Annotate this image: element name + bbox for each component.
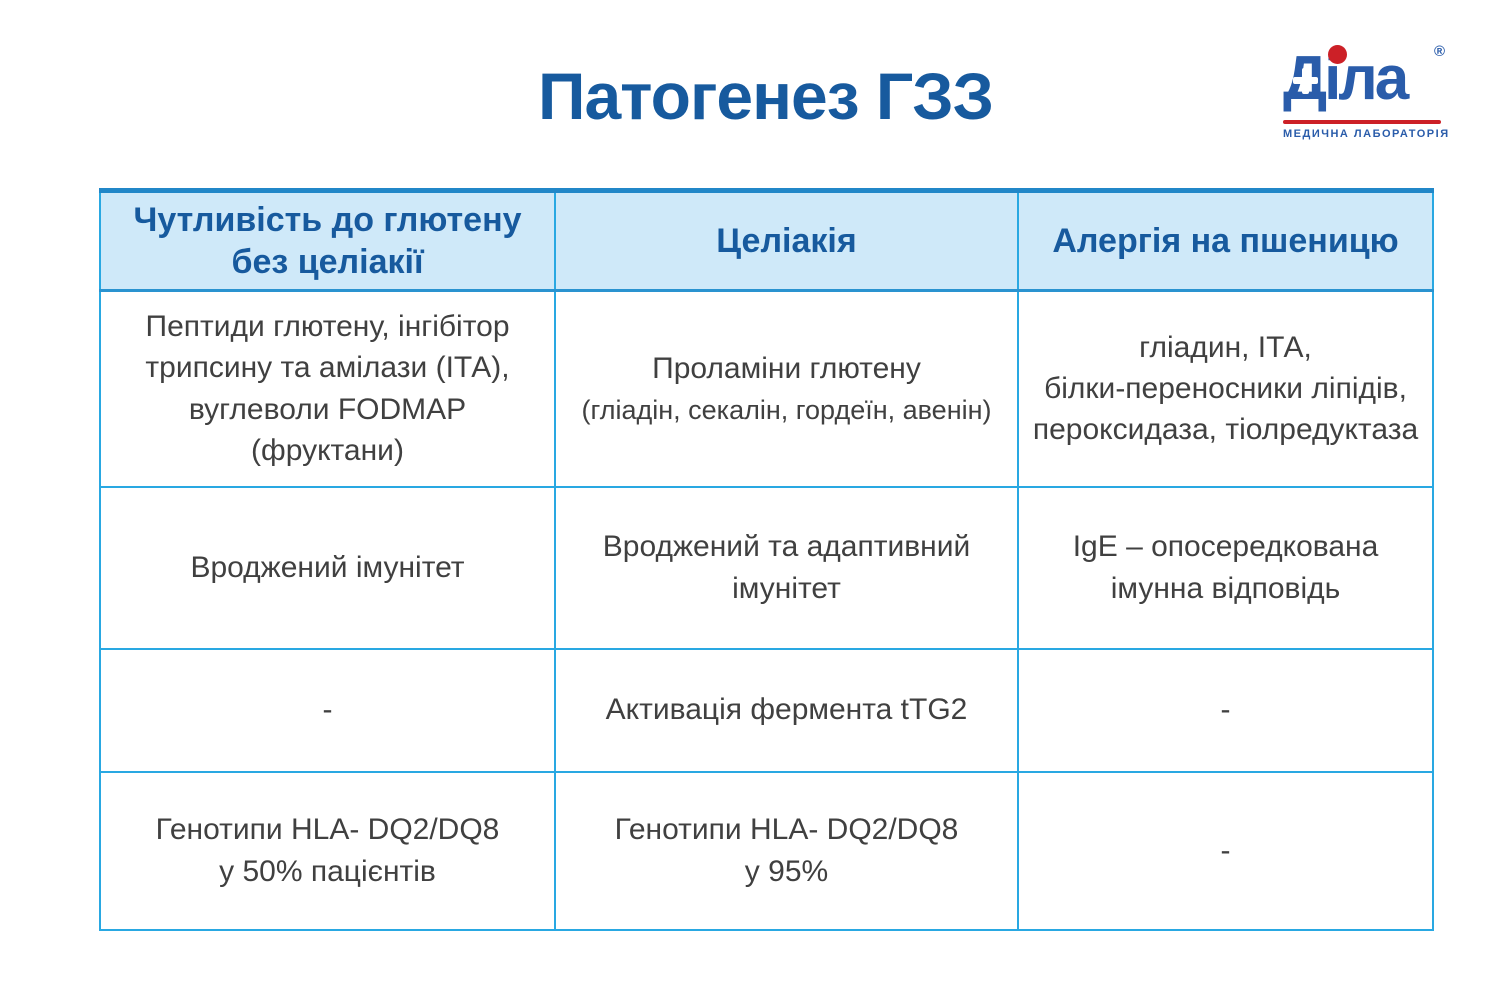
cell-r2-immunity-celiac: Вроджений та адаптивний імунітет [554, 485, 1019, 650]
pathogenesis-table: Чутливість до глютену без целіакії Целіа… [99, 188, 1434, 931]
table-row: Вроджений імунітет Вроджений та адаптивн… [99, 485, 1434, 650]
logo-red-dot-icon [1328, 45, 1347, 64]
cell-r2-immunity-gs: Вроджений імунітет [99, 485, 556, 650]
cell-r3-enzyme-celiac: Активація фермента tTG2 [554, 647, 1019, 773]
cell-r3-enzyme-gs: - [99, 647, 556, 773]
cell-text: IgE – опосередкована імунна відповідь [1072, 530, 1379, 605]
cell-r1-triggers-gs: Пептиди глютену, інгібітор трипсину та а… [99, 289, 556, 488]
cell-r4-genotype-gs: Генотипи HLA- DQ2/DQ8 у 50% пацієнтів [99, 770, 556, 931]
dila-logo: Діла ® МЕДИЧНА ЛАБОРАТОРІЯ [1283, 44, 1450, 140]
logo-red-bar [1283, 120, 1441, 124]
cell-text: гліадин, ІТА, білки-переносники ліпідів,… [1032, 330, 1419, 447]
logo-cross-icon [1293, 77, 1318, 84]
cell-text: Генотипи HLA- DQ2/DQ8 у 95% [614, 813, 959, 888]
header-cell-wheat-allergy: Алергія на пшеницю [1017, 189, 1434, 292]
registered-trademark-icon: ® [1433, 43, 1445, 60]
cell-r1-triggers-allergy: гліадин, ІТА, білки-переносники ліпідів,… [1017, 289, 1434, 488]
table-header-row: Чутливість до глютену без целіакії Целіа… [99, 189, 1434, 292]
cell-r3-enzyme-allergy: - [1017, 647, 1434, 773]
cell-text: Проламіни глютену [652, 352, 921, 386]
cell-text: Пептиди глютену, інгібітор трипсину та а… [145, 309, 510, 468]
header-text: Целіакія [716, 221, 857, 260]
cell-text: - [322, 693, 333, 727]
cell-text: - [1220, 833, 1231, 867]
cell-r1-triggers-celiac: Проламіни глютену (гліадін, секалін, гор… [554, 289, 1019, 488]
header-text: Алергія на пшеницю [1052, 221, 1399, 260]
cell-r4-genotype-allergy: - [1017, 770, 1434, 931]
logo-tagline: МЕДИЧНА ЛАБОРАТОРІЯ [1283, 128, 1450, 140]
cell-text: Активація фермента tTG2 [605, 693, 968, 727]
header-text: Чутливість до глютену без целіакії [133, 200, 522, 282]
cell-r4-genotype-celiac: Генотипи HLA- DQ2/DQ8 у 95% [554, 770, 1019, 931]
logo-wordmark: Діла ® [1283, 44, 1445, 114]
page-title: Патогенез ГЗЗ [538, 59, 994, 133]
header-cell-gluten-sensitivity: Чутливість до глютену без целіакії [99, 189, 556, 292]
table-row: Пептиди глютену, інгібітор трипсину та а… [99, 289, 1434, 488]
cell-r2-immunity-allergy: IgE – опосередкована імунна відповідь [1017, 485, 1434, 650]
table-row: Генотипи HLA- DQ2/DQ8 у 50% пацієнтів Ге… [99, 770, 1434, 931]
cell-subtext: (гліадін, секалін, гордеїн, авенін) [581, 394, 992, 425]
cell-text: Генотипи HLA- DQ2/DQ8 у 50% пацієнтів [155, 813, 500, 888]
header-cell-celiac: Целіакія [554, 189, 1019, 292]
cell-text: Вроджений імунітет [190, 550, 465, 584]
cell-text: - [1220, 693, 1231, 727]
cell-text: Вроджений та адаптивний імунітет [602, 530, 971, 605]
table-row: - Активація фермента tTG2 - [99, 647, 1434, 773]
